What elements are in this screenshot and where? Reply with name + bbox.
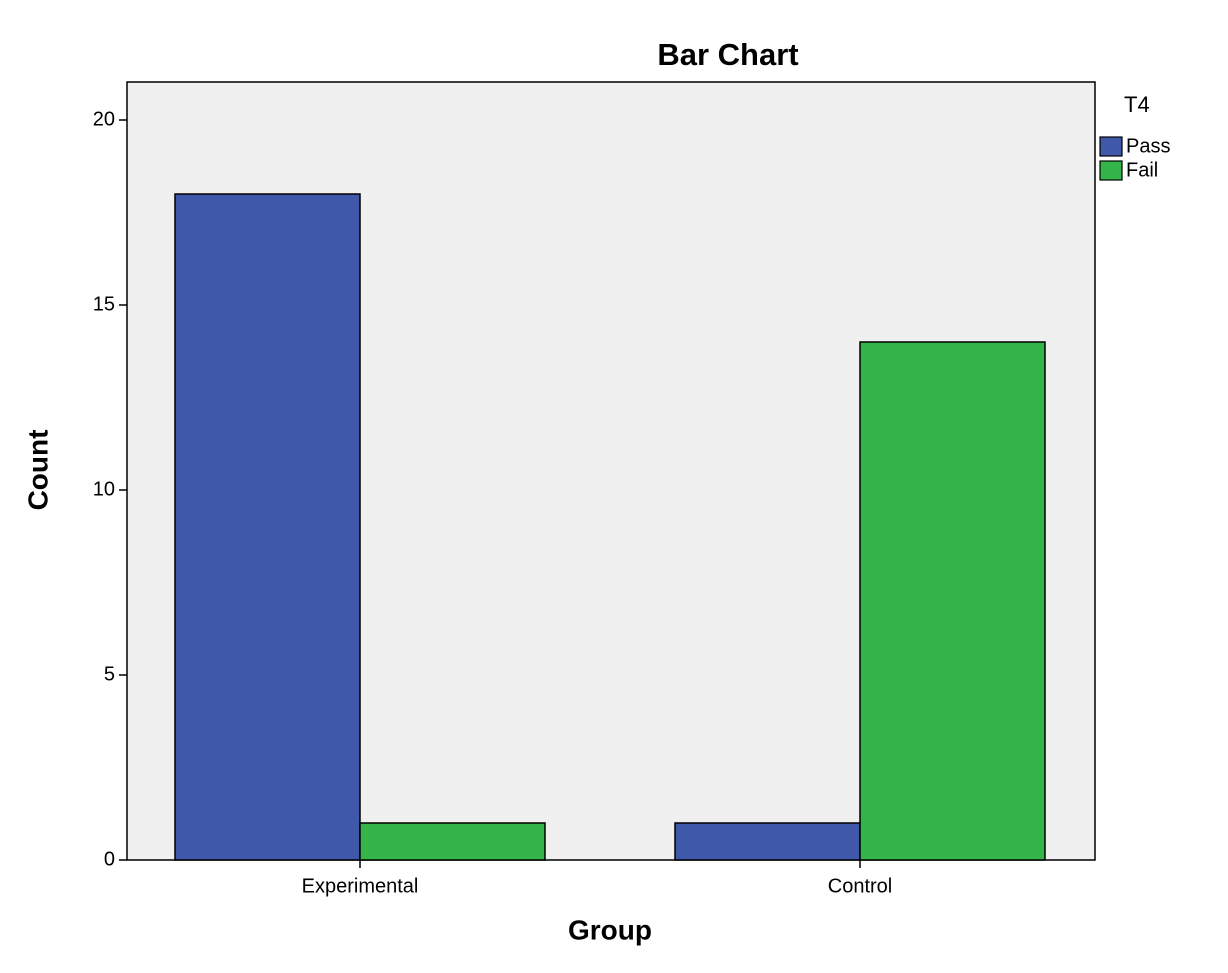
x-axis-label: Group	[568, 914, 652, 945]
bar	[674, 822, 861, 861]
x-tick-label: Experimental	[302, 875, 419, 897]
y-tick-label: 0	[104, 848, 115, 870]
x-tick-label: Control	[828, 875, 892, 897]
legend-label: Fail	[1126, 159, 1158, 181]
chart-title: Bar Chart	[657, 37, 798, 72]
y-tick-label: 10	[93, 478, 115, 500]
legend-label: Pass	[1126, 135, 1170, 157]
legend-swatch	[1099, 160, 1123, 181]
bar	[359, 822, 546, 861]
bar	[859, 341, 1046, 861]
legend-title: T4	[1124, 92, 1150, 117]
y-tick-label: 20	[93, 108, 115, 130]
y-axis-label: Count	[22, 430, 53, 511]
bar	[174, 193, 361, 861]
y-tick-label: 15	[93, 293, 115, 315]
legend-swatch	[1099, 136, 1123, 157]
y-tick-label: 5	[104, 663, 115, 685]
